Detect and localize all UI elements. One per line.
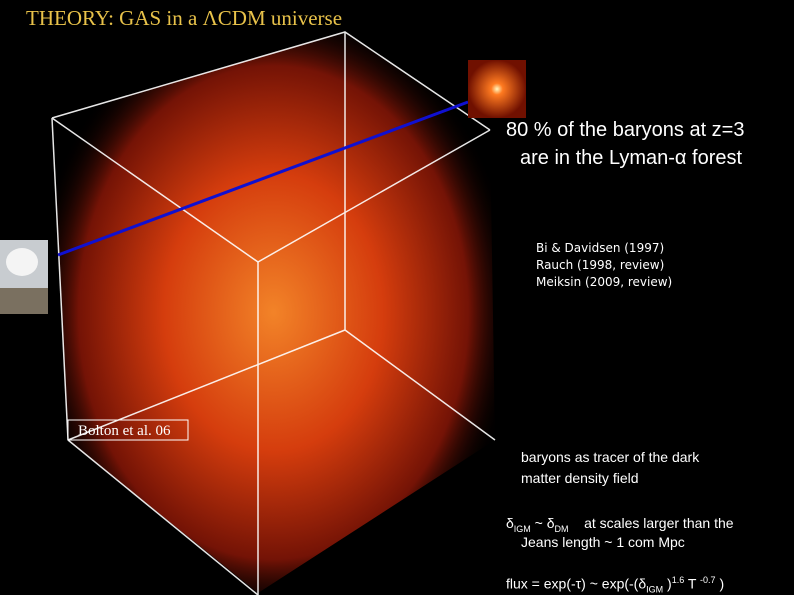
headline: 80 % of the baryons at z=3 — [506, 119, 745, 141]
equation: flux = exp(-τ) ~ exp(-(δIGM )1.6 T -0.7 … — [506, 570, 724, 595]
note: matter density field — [521, 470, 639, 486]
equation: Jeans length ~ 1 com Mpc — [521, 534, 685, 550]
eq-text: flux = exp(-τ) ~ exp(-(δ — [506, 575, 647, 592]
eq-text: T — [684, 575, 701, 592]
reference: Bi & Davidsen (1997) — [536, 241, 665, 255]
equation: δIGM ~ δDM at scales larger than the — [506, 513, 734, 540]
eq-sup: 1.6 — [671, 575, 685, 585]
eq-sup: -0.7 — [700, 575, 716, 585]
eq-text: δ — [506, 515, 514, 531]
eq-text: ) — [715, 575, 725, 592]
headline: are in the Lyman-α forest — [520, 147, 743, 169]
slide-title: THEORY: GAS in a ΛCDM universe — [26, 6, 343, 30]
eq-sub: IGM — [646, 584, 664, 595]
reference: Rauch (1998, review) — [536, 258, 665, 272]
eq-sub: DM — [554, 523, 569, 534]
note: baryons as tracer of the dark — [521, 449, 700, 465]
reference: Meiksin (2009, review) — [536, 275, 673, 289]
image-credit: Bolton et al. 06 — [78, 423, 171, 439]
eq-text: ) — [663, 575, 672, 592]
eq-text: ~ δ — [530, 515, 555, 531]
eq-sub: IGM — [513, 523, 531, 534]
eq-text: at scales larger than the — [584, 515, 734, 531]
